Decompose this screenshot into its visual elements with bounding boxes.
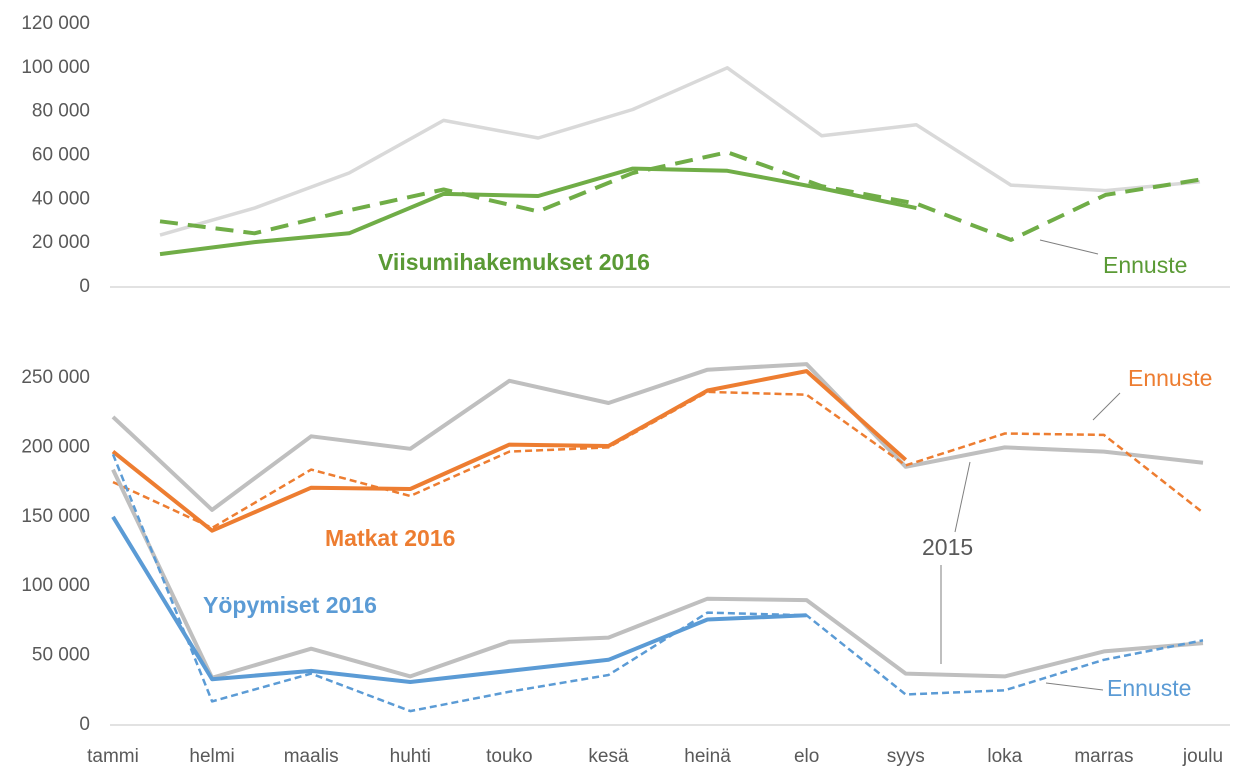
line-series — [159, 150, 1201, 242]
y-tick-label: 0 — [79, 276, 90, 297]
line-series — [159, 66, 1201, 237]
line-series — [112, 390, 1204, 530]
x-tick-label: kesä — [588, 746, 629, 767]
y-tick-label: 80 000 — [32, 101, 90, 122]
leader-line — [1045, 682, 1104, 691]
annotation: 2015 — [922, 534, 973, 560]
annotation: Ennuste — [1103, 252, 1187, 278]
annotation: Ennuste — [1107, 675, 1191, 701]
line-series — [111, 453, 1204, 713]
y-tick-label: 120 000 — [21, 13, 90, 34]
x-tick-label: loka — [987, 746, 1022, 767]
annotation: Yöpymiset 2016 — [203, 592, 377, 618]
x-tick-label: syys — [887, 746, 925, 767]
line-series — [111, 369, 908, 533]
x-tick-label: marras — [1074, 746, 1133, 767]
y-tick-label: 40 000 — [32, 188, 90, 209]
x-tick-label: heinä — [684, 746, 731, 767]
x-tick-label: touko — [486, 746, 532, 767]
y-tick-label: 0 — [79, 714, 90, 735]
x-tick-label: joulu — [1182, 746, 1223, 767]
y-tick-label: 250 000 — [21, 367, 90, 388]
y-tick-label: 100 000 — [21, 575, 90, 596]
leader-line — [1039, 239, 1099, 255]
y-tick-label: 50 000 — [32, 645, 90, 666]
x-tick-label: elo — [794, 746, 819, 767]
annotation: Ennuste — [1128, 365, 1212, 391]
line-series — [159, 166, 917, 257]
leader-line — [954, 461, 971, 533]
y-tick-label: 200 000 — [21, 436, 90, 457]
x-tick-label: huhti — [390, 746, 431, 767]
y-tick-label: 100 000 — [21, 57, 90, 78]
line-series — [111, 515, 807, 684]
line-series — [111, 362, 1204, 512]
y-tick-label: 20 000 — [32, 232, 90, 253]
annotation: Viisumihakemukset 2016 — [378, 249, 650, 275]
leader-line — [1092, 392, 1121, 421]
annotation: Matkat 2016 — [325, 525, 455, 551]
x-tick-label: tammi — [87, 746, 139, 767]
y-tick-label: 150 000 — [21, 506, 90, 527]
x-tick-label: helmi — [189, 746, 234, 767]
x-tick-label: maalis — [284, 746, 339, 767]
y-tick-label: 60 000 — [32, 145, 90, 166]
line-series — [111, 468, 1204, 680]
